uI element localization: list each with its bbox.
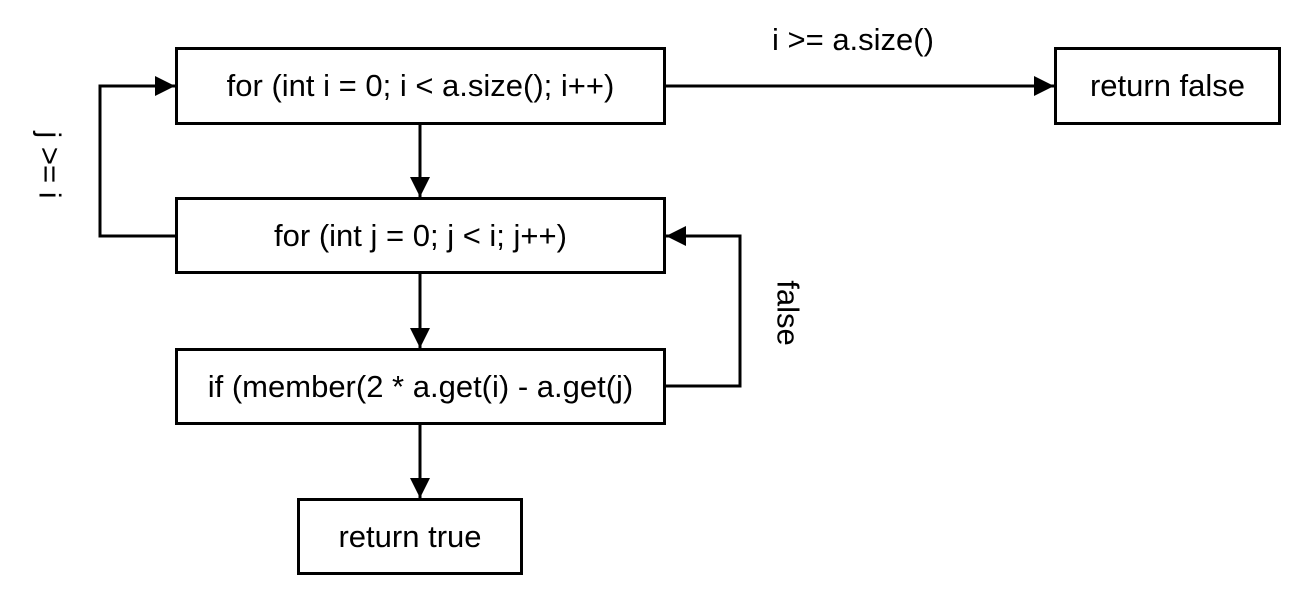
edge-label-inner-exit: j >= i	[32, 131, 68, 199]
outer-loop-label: for (int i = 0; i < a.size(); i++)	[226, 68, 615, 103]
inner-loop-label: for (int j = 0; j < i; j++)	[274, 217, 567, 253]
return-false-label: return false	[1089, 68, 1246, 103]
return-false-node: return false	[1054, 47, 1281, 125]
edge-label-outer-exit: i >= a.size()	[772, 22, 934, 57]
outer-loop-node: for (int i = 0; i < a.size(); i++)	[175, 47, 666, 125]
edge-inner-back-to-outer	[98, 76, 175, 238]
edge-condition-false-to-inner	[666, 226, 742, 388]
condition-label: if (member(2 * a.get(i) - a.get(j)	[207, 368, 634, 404]
inner-loop-node: for (int j = 0; j < i; j++)	[175, 197, 666, 274]
return-true-node: return true	[297, 498, 523, 575]
edge-label-condition-false: false	[770, 280, 806, 346]
condition-node: if (member(2 * a.get(i) - a.get(j)	[175, 348, 666, 425]
return-true-label: return true	[338, 518, 482, 554]
